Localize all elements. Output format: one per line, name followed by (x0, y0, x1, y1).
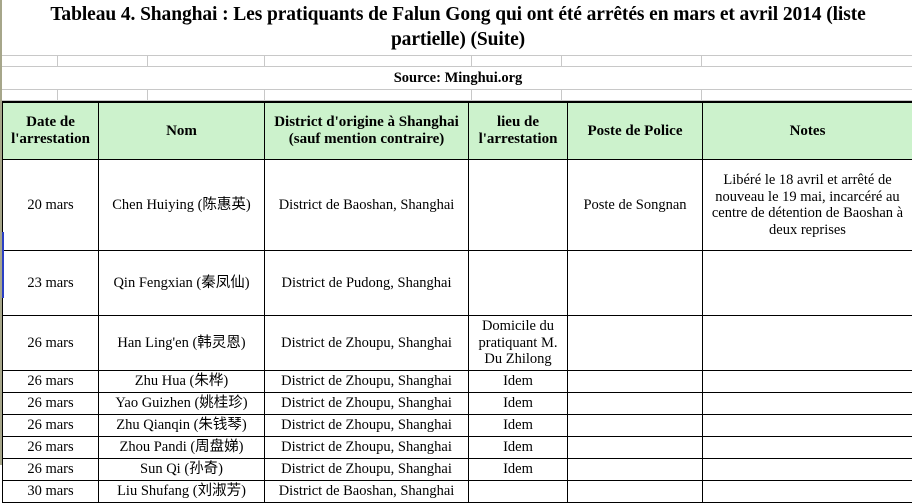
cell-notes[interactable]: Libéré le 18 avril et arrêté de nouveau … (703, 160, 912, 251)
grid-cell (2, 56, 58, 66)
cell-district[interactable]: District de Zhoupu, Shanghai (265, 316, 469, 371)
table-row[interactable]: 26 mars Sun Qi (孙奇) District de Zhoupu, … (3, 459, 912, 481)
cell-place[interactable]: Idem (469, 393, 568, 415)
cell-district[interactable]: District de Zhoupu, Shanghai (265, 393, 469, 415)
grid-spacer-row-top (2, 56, 912, 67)
table-header-row: Date de l'arrestation Nom District d'ori… (3, 102, 912, 160)
cell-place[interactable] (469, 160, 568, 251)
cell-date[interactable]: 26 mars (3, 437, 99, 459)
cell-notes[interactable] (703, 437, 912, 459)
cell-notes[interactable] (703, 459, 912, 481)
cell-name[interactable]: Sun Qi (孙奇) (99, 459, 265, 481)
cell-date[interactable]: 20 mars (3, 160, 99, 251)
cell-place[interactable]: Idem (469, 415, 568, 437)
cell-date[interactable]: 26 mars (3, 415, 99, 437)
grid-cell (265, 90, 472, 100)
cell-police[interactable] (568, 393, 703, 415)
cell-district[interactable]: District de Pudong, Shanghai (265, 251, 469, 316)
table-row[interactable]: 26 mars Yao Guizhen (姚桂珍) District de Zh… (3, 393, 912, 415)
cell-police[interactable]: Poste de Songnan (568, 160, 703, 251)
cell-date[interactable]: 26 mars (3, 316, 99, 371)
cell-district[interactable]: District de Zhoupu, Shanghai (265, 437, 469, 459)
cell-place[interactable]: Idem (469, 437, 568, 459)
column-header-notes[interactable]: Notes (703, 102, 912, 160)
cell-place[interactable] (469, 251, 568, 316)
grid-cell (265, 56, 472, 66)
row-selection-marker (2, 232, 4, 298)
table-row[interactable]: 23 mars Qin Fengxian (秦凤仙) District de P… (3, 251, 912, 316)
cell-date[interactable]: 23 mars (3, 251, 99, 316)
grid-cell (148, 90, 265, 100)
cell-police[interactable] (568, 316, 703, 371)
cell-notes[interactable] (703, 251, 912, 316)
cell-place[interactable]: Idem (469, 371, 568, 393)
cell-date[interactable]: 26 mars (3, 393, 99, 415)
cell-name[interactable]: Qin Fengxian (秦凤仙) (99, 251, 265, 316)
cell-place[interactable] (469, 481, 568, 503)
column-header-district[interactable]: District d'origine à Shanghai (sauf ment… (265, 102, 469, 160)
table-row[interactable]: 26 mars Han Ling'en (韩灵恩) District de Zh… (3, 316, 912, 371)
cell-name[interactable]: Liu Shufang (刘淑芳) (99, 481, 265, 503)
grid-cell (58, 56, 148, 66)
table-row[interactable]: 20 mars Chen Huiying (陈惠英) District de B… (3, 160, 912, 251)
table-row[interactable]: 26 mars Zhu Hua (朱桦) District de Zhoupu,… (3, 371, 912, 393)
cell-notes[interactable] (703, 393, 912, 415)
cell-name[interactable]: Zhu Hua (朱桦) (99, 371, 265, 393)
table-row[interactable]: 26 mars Zhou Pandi (周盘娣) District de Zho… (3, 437, 912, 459)
cell-name[interactable]: Zhou Pandi (周盘娣) (99, 437, 265, 459)
cell-date[interactable]: 30 mars (3, 481, 99, 503)
table-title: Tableau 4. Shanghai : Les pratiquants de… (2, 0, 912, 56)
spreadsheet-sheet: Tableau 4. Shanghai : Les pratiquants de… (0, 0, 912, 465)
cell-notes[interactable] (703, 316, 912, 371)
grid-cell (702, 56, 912, 66)
cell-police[interactable] (568, 459, 703, 481)
cell-district[interactable]: District de Zhoupu, Shanghai (265, 459, 469, 481)
cell-place[interactable]: Idem (469, 459, 568, 481)
cell-name[interactable]: Han Ling'en (韩灵恩) (99, 316, 265, 371)
grid-cell (148, 56, 265, 66)
grid-cell (58, 90, 148, 100)
cell-notes[interactable] (703, 371, 912, 393)
source-note: Source: Minghui.org (2, 67, 912, 90)
cell-name[interactable]: Chen Huiying (陈惠英) (99, 160, 265, 251)
cell-district[interactable]: District de Zhoupu, Shanghai (265, 415, 469, 437)
arrests-table: Date de l'arrestation Nom District d'ori… (2, 101, 912, 503)
table-row[interactable]: 26 mars Zhu Qianqin (朱钱琴) District de Zh… (3, 415, 912, 437)
table-row[interactable]: 30 mars Liu Shufang (刘淑芳) District de Ba… (3, 481, 912, 503)
column-header-date[interactable]: Date de l'arrestation (3, 102, 99, 160)
grid-cell (562, 90, 702, 100)
column-header-name[interactable]: Nom (99, 102, 265, 160)
cell-name[interactable]: Yao Guizhen (姚桂珍) (99, 393, 265, 415)
grid-spacer-row-bottom (2, 90, 912, 101)
cell-notes[interactable] (703, 415, 912, 437)
cell-district[interactable]: District de Baoshan, Shanghai (265, 481, 469, 503)
cell-police[interactable] (568, 481, 703, 503)
cell-notes[interactable] (703, 481, 912, 503)
column-header-police[interactable]: Poste de Police (568, 102, 703, 160)
cell-name[interactable]: Zhu Qianqin (朱钱琴) (99, 415, 265, 437)
cell-police[interactable] (568, 437, 703, 459)
cell-police[interactable] (568, 371, 703, 393)
cell-date[interactable]: 26 mars (3, 371, 99, 393)
grid-cell (472, 90, 562, 100)
cell-district[interactable]: District de Zhoupu, Shanghai (265, 371, 469, 393)
cell-police[interactable] (568, 251, 703, 316)
cell-place[interactable]: Domicile du pratiquant M. Du Zhilong (469, 316, 568, 371)
cell-date[interactable]: 26 mars (3, 459, 99, 481)
grid-cell (2, 90, 58, 100)
cell-police[interactable] (568, 415, 703, 437)
grid-cell (702, 90, 912, 100)
grid-cell (562, 56, 702, 66)
column-header-place[interactable]: lieu de l'arrestation (469, 102, 568, 160)
grid-cell (472, 56, 562, 66)
cell-district[interactable]: District de Baoshan, Shanghai (265, 160, 469, 251)
